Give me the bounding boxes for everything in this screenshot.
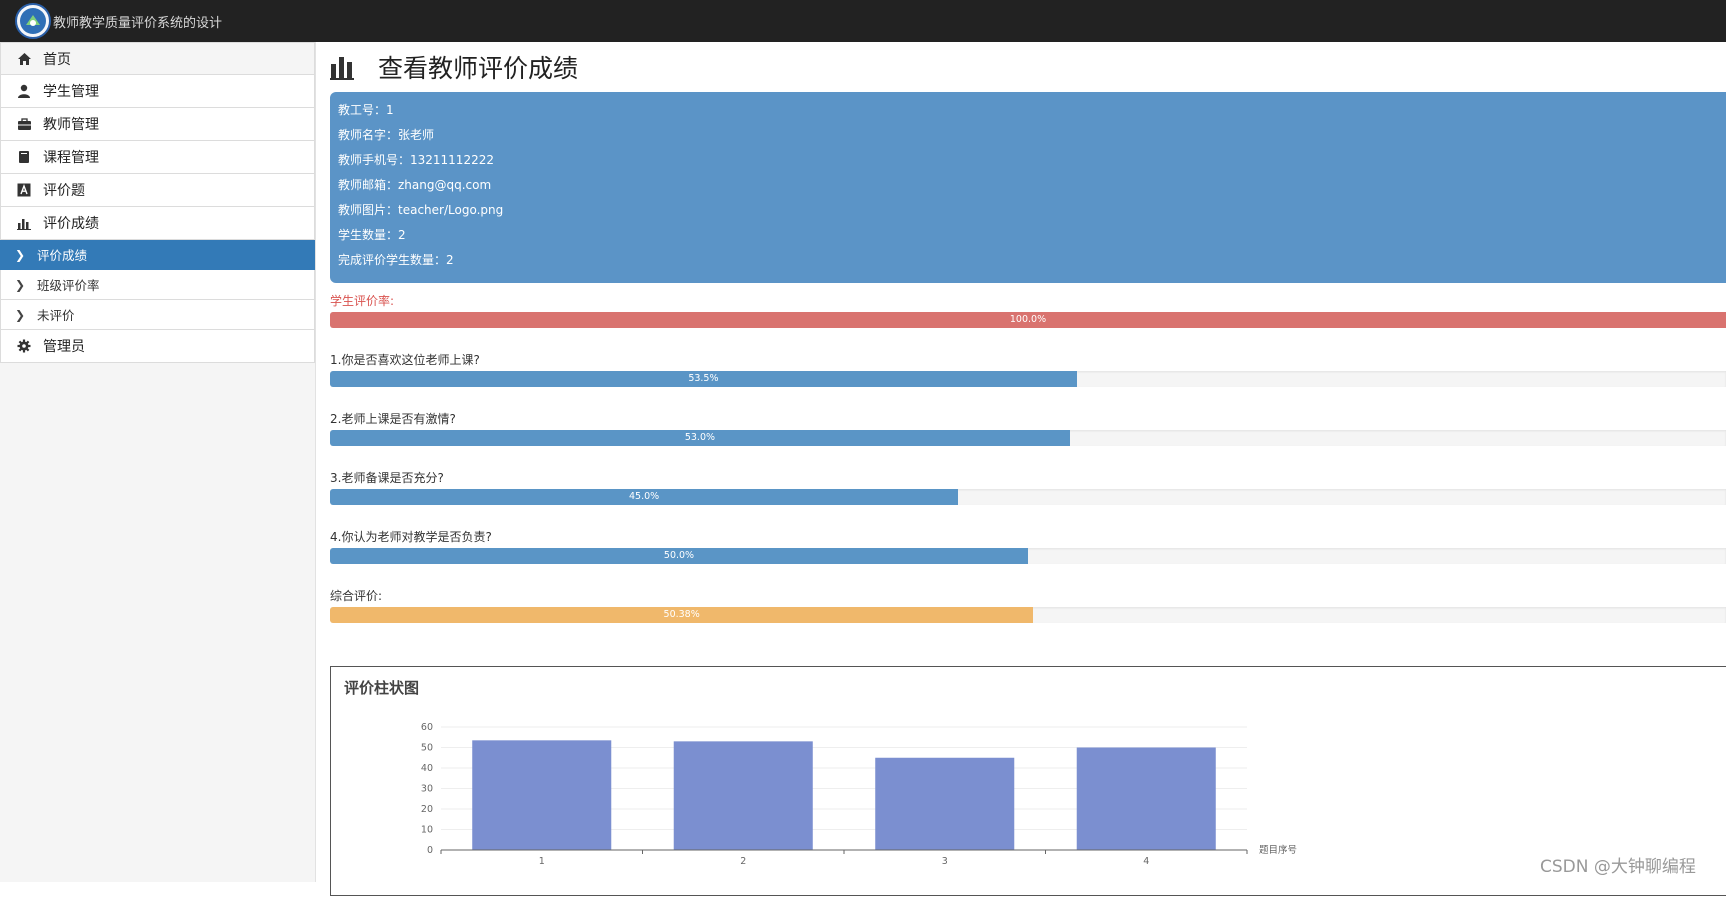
sidebar-item-label: 首页 xyxy=(43,51,71,68)
teacher-phone: 教师手机号：13211112222 xyxy=(338,153,494,167)
student-count: 学生数量：2 xyxy=(338,228,406,242)
x-tick-label: 3 xyxy=(942,856,948,867)
sidebar-subitem-scores[interactable]: ❯ 评价成绩 xyxy=(0,240,315,270)
y-tick-label: 50 xyxy=(421,743,433,754)
question-1-fill: 53.5% xyxy=(330,371,1077,387)
teacher-name: 教师名字：张老师 xyxy=(338,128,435,142)
sidebar-subitem-class-rate[interactable]: ❯ 班级评价率 xyxy=(0,270,315,300)
x-tick-label: 1 xyxy=(539,856,545,867)
overall-progress: 50.38% xyxy=(330,607,1726,623)
sidebar-item-courses[interactable]: 课程管理 xyxy=(0,141,315,174)
completed-student-count: 完成评价学生数量：2 xyxy=(338,253,454,267)
app-title[interactable]: 教师教学质量评价系统的设计 xyxy=(53,15,223,31)
main-content: 查看教师评价成绩 教工号：1 教师名字：张老师 教师手机号：1321111222… xyxy=(330,42,1726,623)
x-axis-label: 题目序号 xyxy=(1259,844,1297,856)
question-3-label: 3.老师备课是否充分? xyxy=(330,471,444,485)
sidebar-item-scores[interactable]: 评价成绩 xyxy=(0,207,315,240)
sidebar-item-label: 教师管理 xyxy=(43,117,99,133)
question-2-fill: 53.0% xyxy=(330,430,1070,446)
x-tick-label: 4 xyxy=(1143,856,1149,867)
sidebar-subitem-not-evaluated[interactable]: ❯ 未评价 xyxy=(0,300,315,330)
page-header: 查看教师评价成绩 xyxy=(330,42,1726,92)
student-rate-progress: 100.0% xyxy=(330,312,1726,328)
chevron-right-icon: ❯ xyxy=(15,247,26,262)
bar-3 xyxy=(875,757,1015,850)
bar-1 xyxy=(472,740,612,850)
question-3-fill: 45.0% xyxy=(330,489,959,505)
sidebar-item-label: 评价成绩 xyxy=(43,216,99,232)
stats-icon xyxy=(330,54,356,80)
font-icon xyxy=(15,181,33,199)
question-2-progress: 53.0% xyxy=(330,430,1726,446)
sidebar: 首页 学生管理 教师管理 课程管理 评价题 评价成绩 ❯ 评价成绩 ❯ 班 xyxy=(0,42,316,882)
question-4-progress: 50.0% xyxy=(330,548,1726,564)
gear-icon xyxy=(15,337,33,355)
book-icon xyxy=(15,148,33,166)
y-tick-label: 0 xyxy=(427,845,433,856)
y-tick-label: 10 xyxy=(421,825,433,836)
sidebar-subitem-label: 班级评价率 xyxy=(37,278,100,293)
sidebar-item-label: 课程管理 xyxy=(43,150,99,166)
sidebar-item-teachers[interactable]: 教师管理 xyxy=(0,108,315,141)
teacher-id: 教工号：1 xyxy=(338,103,394,117)
chevron-right-icon: ❯ xyxy=(15,277,26,292)
question-4-fill: 50.0% xyxy=(330,548,1028,564)
bar-4 xyxy=(1076,747,1216,850)
sidebar-subitem-label: 未评价 xyxy=(37,308,75,323)
sidebar-item-students[interactable]: 学生管理 xyxy=(0,75,315,108)
sidebar-item-label: 学生管理 xyxy=(43,84,99,100)
chevron-right-icon: ❯ xyxy=(15,307,26,322)
y-tick-label: 20 xyxy=(421,804,433,815)
question-1-label: 1.你是否喜欢这位老师上课? xyxy=(330,353,480,367)
sidebar-item-admin[interactable]: 管理员 xyxy=(0,330,315,363)
y-tick-label: 40 xyxy=(421,763,433,774)
student-rate-label: 学生评价率: xyxy=(330,294,395,308)
top-navbar: 教师教学质量评价系统的设计 xyxy=(0,0,1726,42)
student-rate-fill: 100.0% xyxy=(330,312,1726,328)
stats-icon xyxy=(15,214,33,232)
overall-fill: 50.38% xyxy=(330,607,1034,623)
sidebar-item-questions[interactable]: 评价题 xyxy=(0,174,315,207)
question-1-progress: 53.5% xyxy=(330,371,1726,387)
page-title: 查看教师评价成绩 xyxy=(378,54,579,83)
sidebar-subitem-label: 评价成绩 xyxy=(37,248,88,263)
chart-title: 评价柱状图 xyxy=(344,679,420,697)
teacher-image: 教师图片：teacher/Logo.png xyxy=(338,203,504,217)
y-tick-label: 30 xyxy=(421,784,433,795)
question-3-progress: 45.0% xyxy=(330,489,1726,505)
sidebar-item-label: 管理员 xyxy=(43,339,85,355)
bar-2 xyxy=(673,741,813,850)
x-tick-label: 2 xyxy=(740,856,746,867)
question-4-label: 4.你认为老师对教学是否负责? xyxy=(330,530,492,544)
home-icon xyxy=(15,50,33,68)
y-tick-label: 60 xyxy=(421,722,433,733)
bar-chart: 0 10 20 30 40 50 60 1 2 3 4 题目序号 xyxy=(421,722,1297,867)
sidebar-item-home[interactable]: 首页 xyxy=(0,42,315,75)
school-logo-icon[interactable] xyxy=(15,3,51,39)
briefcase-icon xyxy=(15,115,33,133)
teacher-email: 教师邮箱：zhang@qq.com xyxy=(338,178,492,192)
teacher-info-panel: 教工号：1 教师名字：张老师 教师手机号：13211112222 教师邮箱：zh… xyxy=(330,92,1726,283)
chart-panel: 评价柱状图 0 10 20 30 40 50 60 1 2 3 4 题目序号 xyxy=(330,666,1726,896)
overall-label: 综合评价: xyxy=(330,589,383,603)
watermark: CSDN @大钟聊编程 xyxy=(1540,857,1696,877)
sidebar-item-label: 评价题 xyxy=(43,183,85,199)
question-2-label: 2.老师上课是否有激情? xyxy=(330,412,456,426)
user-icon xyxy=(15,82,33,100)
